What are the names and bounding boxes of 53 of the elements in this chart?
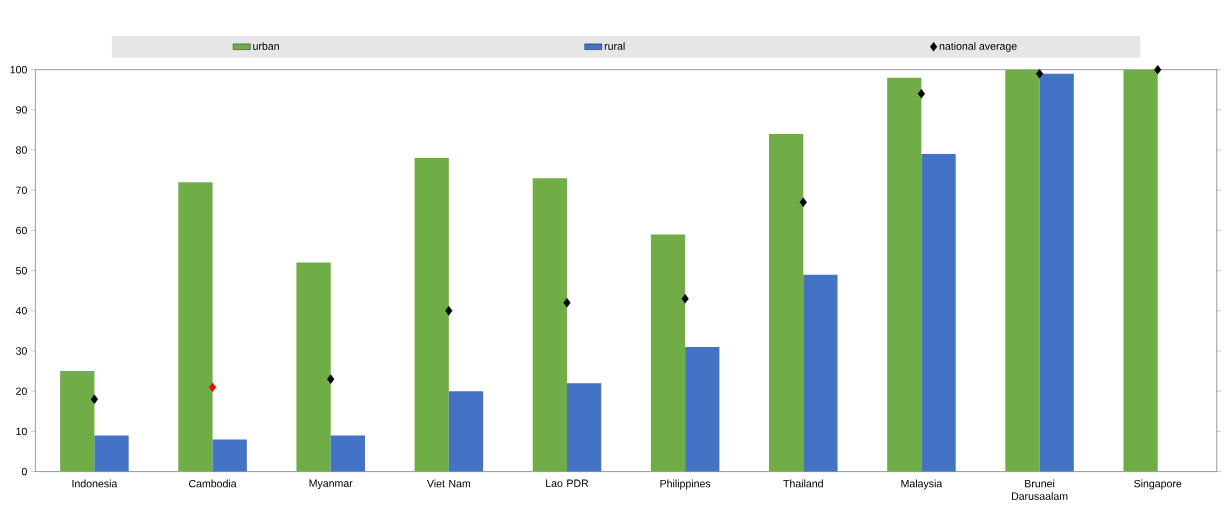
bar	[1039, 73, 1074, 472]
x-tick-label: Brunei Darusaalam	[1011, 479, 1068, 500]
bar	[769, 133, 804, 472]
y-tick-label: 50	[16, 266, 27, 275]
y-tick-label: 10	[16, 427, 27, 436]
y-tick-label: 60	[16, 226, 27, 235]
x-tick-label: Singapore	[1134, 479, 1182, 490]
point	[1154, 64, 1162, 75]
y-tick-label: 40	[15, 307, 27, 315]
point	[799, 197, 807, 208]
point	[90, 394, 99, 404]
bar	[330, 435, 365, 472]
bar	[60, 371, 95, 472]
y-tick-label: 100	[10, 65, 27, 74]
bar	[414, 158, 449, 472]
bar	[532, 178, 567, 472]
x-tick-label: Myanmar	[309, 479, 353, 490]
point	[681, 293, 689, 304]
bar	[212, 439, 247, 472]
bar	[803, 274, 838, 472]
bar	[94, 435, 129, 472]
bar	[1123, 69, 1158, 472]
x-tick-label: Viet Nam	[426, 479, 471, 488]
x-tick-label: Indonesia	[72, 479, 118, 488]
x-tick-label: Philippines	[660, 479, 711, 490]
y-tick-label: 20	[16, 387, 27, 395]
x-tick-label: Lao PDR	[546, 479, 589, 487]
legend-label: national average	[939, 42, 1017, 52]
point	[445, 306, 453, 316]
y-tick-label: 30	[15, 347, 27, 355]
bar	[650, 234, 686, 472]
point	[563, 298, 571, 308]
x-tick-label: Thailand	[783, 479, 823, 488]
x-tick-label: Cambodia	[189, 479, 237, 488]
y-tick-label: 90	[16, 106, 27, 114]
x-tick-label: Malaysia	[901, 479, 943, 490]
bar	[887, 77, 922, 472]
y-tick-label: 80	[16, 146, 27, 154]
bar	[1005, 69, 1040, 472]
y-tick-label: 70	[16, 186, 27, 194]
bar	[567, 383, 602, 472]
bar	[685, 346, 720, 472]
bar	[178, 182, 213, 472]
legend-label: rural	[604, 42, 625, 50]
bar	[296, 262, 331, 472]
bar	[448, 391, 484, 472]
point	[917, 89, 926, 99]
point	[1035, 68, 1044, 79]
point	[327, 374, 335, 384]
bar	[921, 154, 956, 472]
point	[208, 382, 217, 392]
y-tick-label: 0	[21, 467, 27, 476]
legend-label: urban	[253, 42, 279, 50]
